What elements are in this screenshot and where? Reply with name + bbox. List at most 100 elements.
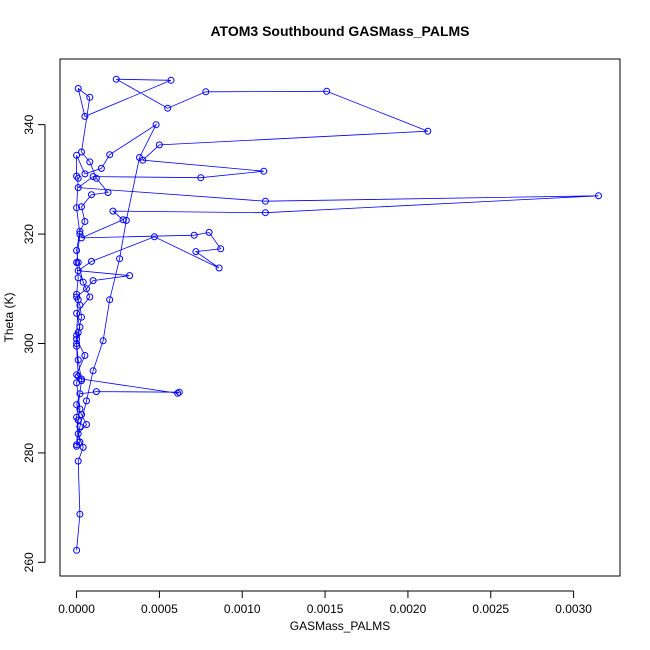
data-point (78, 203, 85, 211)
data-point (81, 218, 89, 225)
data-point (150, 233, 158, 241)
data-point (73, 379, 81, 387)
data-point (136, 154, 143, 161)
data-point (83, 421, 90, 428)
data-point (99, 337, 107, 345)
data-point (78, 148, 85, 156)
data-point (74, 184, 82, 192)
data-point (76, 390, 84, 398)
x-tick-label: 0.0020 (390, 602, 427, 616)
data-point (76, 230, 84, 238)
data-point (424, 127, 432, 135)
data-point (106, 151, 114, 159)
data-point (217, 245, 225, 253)
data-point (73, 401, 81, 409)
data-point (116, 255, 124, 263)
data-point (73, 335, 81, 343)
data-point (74, 356, 82, 364)
data-point (83, 285, 90, 293)
data-point (81, 112, 89, 120)
data-point (164, 104, 172, 112)
data-point (81, 352, 89, 359)
data-point (261, 197, 269, 205)
x-tick-label: 0.0030 (555, 602, 592, 616)
data-point (174, 389, 182, 397)
y-tick-label: 280 (22, 443, 36, 463)
x-tick-label: 0.0000 (58, 602, 95, 616)
data-point (76, 323, 84, 331)
data-point (74, 274, 82, 282)
data-point (260, 167, 268, 175)
data-point (205, 228, 213, 236)
data-point (79, 278, 87, 286)
data-point (73, 340, 81, 347)
x-tick-label: 0.0010 (224, 602, 261, 616)
x-tick-label: 0.0015 (307, 602, 344, 616)
axes: 0.0000 0.0005 0.0010 0.0015 0.0020 0.0025 0.00… (22, 114, 592, 616)
data-point (76, 510, 84, 518)
x-axis-label: GASMass_PALMS (290, 619, 390, 633)
y-tick-label: 300 (22, 333, 36, 353)
data-point (92, 174, 100, 182)
data-point (86, 293, 94, 301)
data-point (97, 164, 105, 172)
series-line (76, 78, 599, 551)
data-point (112, 75, 120, 83)
data-point (74, 296, 82, 304)
data-point (88, 257, 95, 265)
data-point (122, 216, 130, 224)
x-tick-label: 0.0025 (472, 602, 509, 616)
data-point (89, 173, 97, 181)
data-point (175, 388, 183, 396)
data-point (74, 85, 82, 92)
data-point (126, 272, 134, 280)
data-point (192, 248, 200, 256)
data-point (73, 371, 81, 379)
data-point (74, 416, 82, 424)
data-point (74, 430, 82, 438)
data-point (104, 189, 112, 196)
data-point (73, 331, 81, 339)
data-point (74, 174, 82, 182)
data-point (73, 441, 81, 449)
data-point (89, 277, 97, 285)
data-point (261, 209, 269, 217)
data-point (79, 443, 87, 451)
data-point (152, 121, 160, 129)
data-point (92, 388, 100, 396)
data-point (190, 231, 198, 239)
data-point (155, 141, 163, 149)
y-axis-label: Theta (K) (2, 292, 16, 342)
data-point (86, 158, 94, 166)
plot-frame (59, 58, 621, 577)
data-point (595, 192, 602, 200)
data-point (88, 191, 95, 199)
data-point (109, 207, 117, 215)
chart-title: ATOM3 Southbound GASMass_PALMS (210, 23, 469, 39)
data-point (323, 87, 331, 95)
data-point (86, 93, 94, 101)
data-point (119, 216, 127, 224)
data-point (74, 372, 82, 380)
data-point (73, 259, 81, 266)
data-point (73, 151, 81, 159)
y-tick-label: 340 (22, 114, 36, 134)
series-group (73, 75, 602, 554)
data-point (73, 172, 81, 180)
data-point (76, 227, 84, 235)
data-point (197, 174, 205, 182)
y-tick-label: 260 (22, 552, 36, 572)
data-point (81, 170, 89, 178)
data-point (78, 313, 85, 321)
data-point (78, 234, 85, 242)
data-point (89, 367, 97, 375)
data-point (73, 247, 81, 254)
data-point (167, 76, 175, 84)
y-tick-label: 320 (22, 224, 36, 244)
data-point (76, 423, 84, 431)
data-point (73, 204, 81, 212)
data-point (74, 267, 82, 275)
x-tick-label: 0.0005 (141, 602, 178, 616)
data-point (73, 309, 81, 317)
